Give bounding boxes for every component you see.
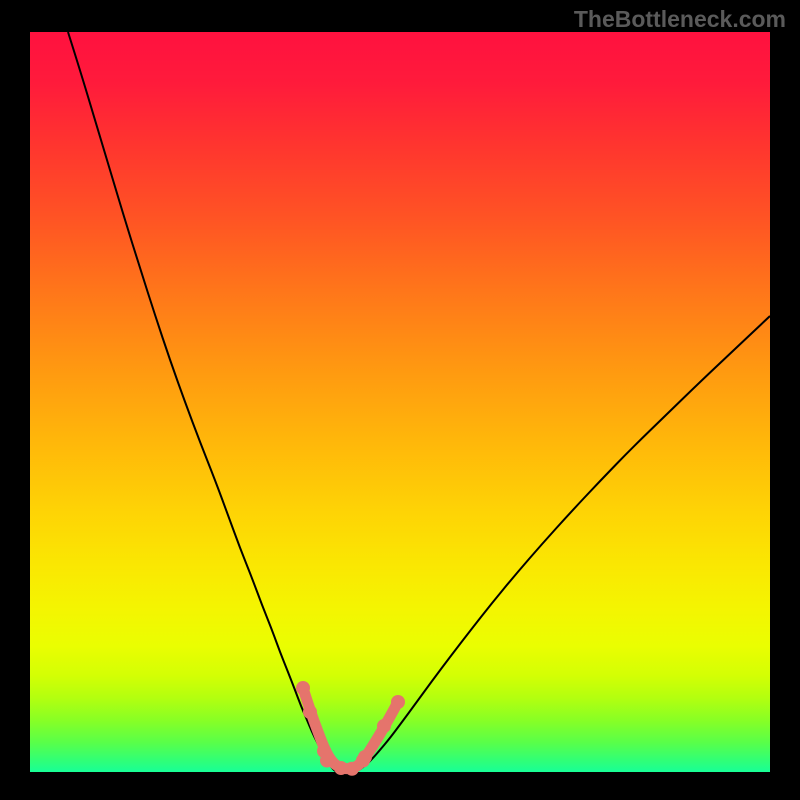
marker-dot [391, 695, 405, 709]
chart-svg [0, 0, 800, 800]
plot-background [30, 32, 770, 772]
marker-dot [296, 681, 310, 695]
marker-dot [303, 705, 317, 719]
marker-dot [377, 719, 391, 733]
marker-dot [358, 750, 372, 764]
marker-dot [320, 754, 334, 768]
chart-container: TheBottleneck.com [0, 0, 800, 800]
watermark-text: TheBottleneck.com [574, 6, 786, 33]
